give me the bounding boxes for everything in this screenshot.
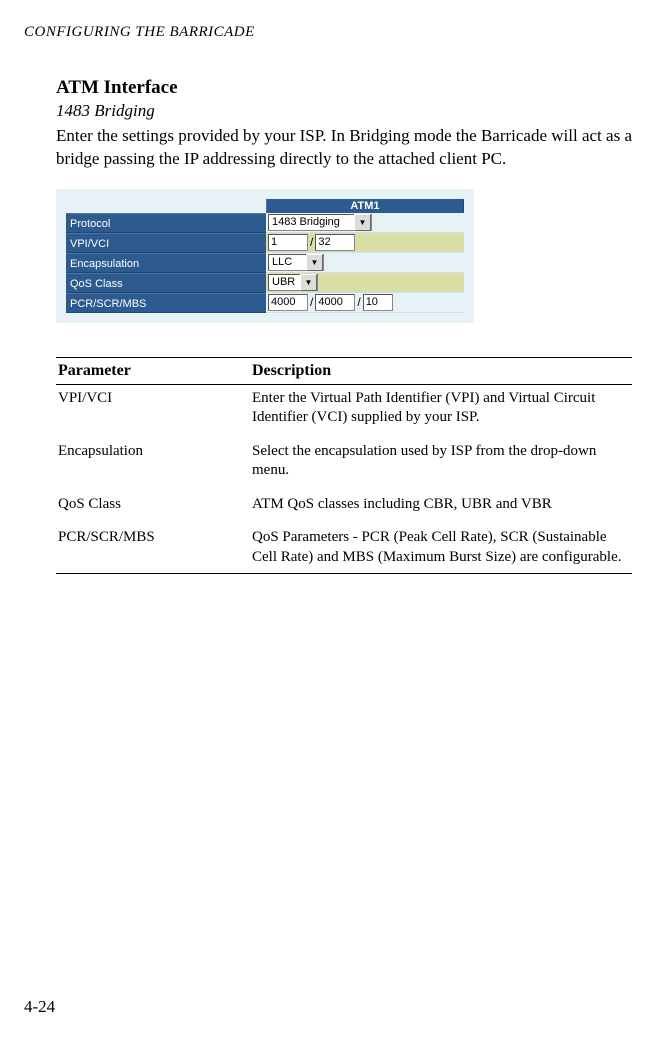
- table-row: VPI/VCI Enter the Virtual Path Identifie…: [56, 384, 632, 438]
- param-cell: PCR/SCR/MBS: [56, 524, 250, 574]
- slash-icon: /: [308, 295, 315, 309]
- running-header: CONFIGURING THE BARRICADE: [24, 24, 632, 41]
- desc-cell: Select the encapsulation used by ISP fro…: [250, 438, 632, 491]
- desc-cell: QoS Parameters - PCR (Peak Cell Rate), S…: [250, 524, 632, 574]
- mbs-input[interactable]: 10: [363, 294, 393, 311]
- intro-paragraph: Enter the settings provided by your ISP.…: [56, 125, 632, 171]
- vpivci-label: VPI/VCI: [66, 233, 266, 253]
- param-cell: VPI/VCI: [56, 384, 250, 438]
- section-title: ATM Interface: [56, 77, 632, 99]
- page-number: 4-24: [24, 997, 55, 1017]
- protocol-label: Protocol: [66, 213, 266, 233]
- atm-config-card: ATM1 Protocol 1483 Bridging ▼ VPI/VCI 1 …: [56, 189, 474, 323]
- chevron-down-icon: ▼: [300, 274, 317, 291]
- slash-icon: /: [308, 235, 315, 249]
- param-cell: QoS Class: [56, 491, 250, 525]
- table-row: QoS Class ATM QoS classes including CBR,…: [56, 491, 632, 525]
- desc-cell: Enter the Virtual Path Identifier (VPI) …: [250, 384, 632, 438]
- pcr-label: PCR/SCR/MBS: [66, 293, 266, 313]
- parameter-table: Parameter Description VPI/VCI Enter the …: [56, 357, 632, 575]
- table-row: Encapsulation Select the encapsulation u…: [56, 438, 632, 491]
- scr-input[interactable]: 4000: [315, 294, 355, 311]
- protocol-select[interactable]: 1483 Bridging ▼: [268, 214, 372, 231]
- chevron-down-icon: ▼: [306, 254, 323, 271]
- table-row: PCR/SCR/MBS QoS Parameters - PCR (Peak C…: [56, 524, 632, 574]
- encap-label: Encapsulation: [66, 253, 266, 273]
- vci-input[interactable]: 32: [315, 234, 355, 251]
- table-header-param: Parameter: [56, 357, 250, 384]
- slash-icon: /: [355, 295, 362, 309]
- subsection-title: 1483 Bridging: [56, 101, 632, 121]
- qos-select[interactable]: UBR ▼: [268, 274, 318, 291]
- encap-select[interactable]: LLC ▼: [268, 254, 324, 271]
- qos-label: QoS Class: [66, 273, 266, 293]
- atm-header-spacer: [66, 199, 266, 213]
- atm-header-title: ATM1: [266, 199, 464, 213]
- protocol-select-value: 1483 Bridging: [272, 216, 352, 228]
- desc-cell: ATM QoS classes including CBR, UBR and V…: [250, 491, 632, 525]
- chevron-down-icon: ▼: [354, 214, 371, 231]
- pcr-input[interactable]: 4000: [268, 294, 308, 311]
- qos-select-value: UBR: [272, 276, 298, 288]
- table-header-desc: Description: [250, 357, 632, 384]
- vpi-input[interactable]: 1: [268, 234, 308, 251]
- param-cell: Encapsulation: [56, 438, 250, 491]
- encap-select-value: LLC: [272, 256, 304, 268]
